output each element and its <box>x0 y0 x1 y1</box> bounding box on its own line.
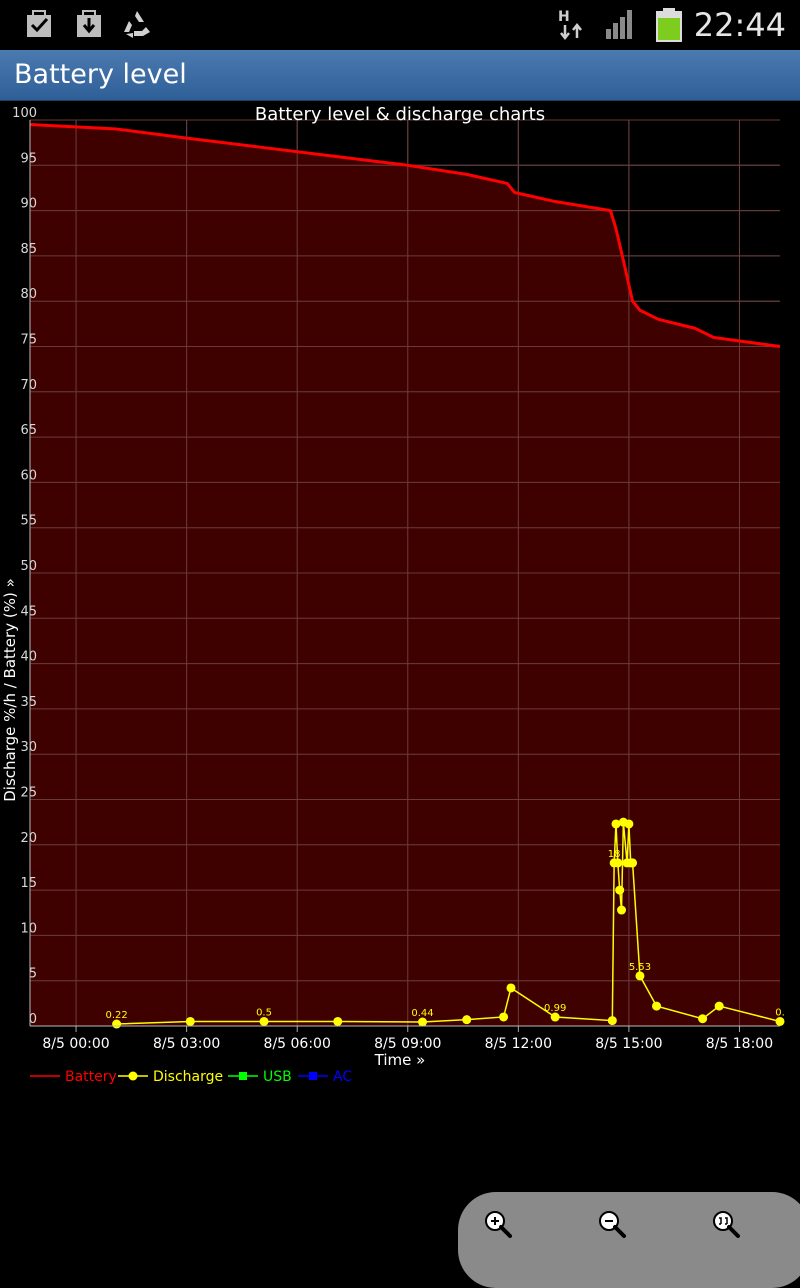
y-tick-label: 65 <box>20 423 37 438</box>
discharge-point <box>499 1012 509 1022</box>
x-axis-label: Time » <box>374 1051 426 1069</box>
battery-icon <box>656 8 682 42</box>
discharge-value-label: 18 <box>608 849 621 860</box>
chart-grid-overlay <box>30 119 780 1027</box>
chart-axes: 0 5 10 15 20 25 30 35 40 45 50 55 60 65 70 75 80 85 90 95 10… <box>12 106 780 1052</box>
battery-chart: 0.22 0.5 0.44 0.99 18 5.53 0. 0 5 10 15 20 25 30 35 40… <box>1 104 785 1085</box>
legend-marker <box>239 1072 247 1080</box>
discharge-point <box>506 983 516 993</box>
legend-label: Discharge <box>153 1069 223 1085</box>
y-tick-label: 95 <box>20 151 37 166</box>
network-h-icon: H <box>558 9 582 41</box>
x-tick-label: 8/5 18:00 <box>706 1036 773 1052</box>
y-tick-label: 10 <box>20 921 37 936</box>
y-tick-label: 60 <box>20 468 37 483</box>
signal-icon <box>606 10 632 39</box>
y-tick-label: 15 <box>20 876 37 891</box>
legend-marker <box>309 1072 317 1080</box>
y-tick-label: 5 <box>29 967 37 982</box>
discharge-point <box>611 819 621 829</box>
y-tick-label: 80 <box>20 287 37 302</box>
discharge-point <box>259 1016 269 1026</box>
discharge-value-label: 0.99 <box>544 1003 566 1014</box>
discharge-point <box>613 858 623 868</box>
y-tick-label: 70 <box>20 378 37 393</box>
zoom-out-icon[interactable] <box>594 1206 630 1242</box>
discharge-point <box>635 971 645 981</box>
task-done-icon <box>27 10 51 37</box>
y-tick-label: 30 <box>20 740 37 755</box>
y-tick-label: 40 <box>20 650 37 665</box>
discharge-value-label: 0.22 <box>105 1010 127 1021</box>
download-icon <box>77 10 101 37</box>
x-tick-label: 8/5 03:00 <box>153 1036 220 1052</box>
legend-label: AC <box>333 1069 352 1085</box>
recycle-icon <box>124 11 150 38</box>
zoom-controls <box>458 1192 800 1288</box>
y-tick-label: 0 <box>29 1012 37 1027</box>
legend-label: Battery <box>65 1069 117 1085</box>
y-tick-label: 25 <box>20 786 37 801</box>
discharge-value-label: 5.53 <box>629 962 651 973</box>
x-tick-label: 8/5 00:00 <box>42 1036 109 1052</box>
y-axis-label: Discharge %/h / Battery (%) » <box>1 578 19 802</box>
discharge-point <box>624 819 634 829</box>
zoom-reset-icon[interactable] <box>708 1206 744 1242</box>
y-tick-label: 20 <box>20 831 37 846</box>
discharge-point <box>462 1015 472 1025</box>
discharge-point <box>333 1016 343 1026</box>
discharge-point <box>698 1014 708 1024</box>
legend-marker <box>128 1071 138 1081</box>
x-tick-label: 8/5 06:00 <box>264 1036 331 1052</box>
discharge-point <box>607 1016 617 1026</box>
discharge-point <box>775 1016 785 1026</box>
discharge-point <box>615 885 625 895</box>
discharge-point <box>652 1001 662 1011</box>
title-bar: Battery level <box>0 50 800 101</box>
discharge-point <box>418 1017 428 1027</box>
discharge-value-label: 0.44 <box>411 1008 433 1019</box>
app-title: Battery level <box>14 59 187 90</box>
y-tick-label: 55 <box>20 514 37 529</box>
y-tick-label: 75 <box>20 333 37 348</box>
discharge-labels: 0.22 0.5 0.44 0.99 18 5.53 0. <box>105 849 784 1021</box>
y-tick-label: 100 <box>12 106 37 121</box>
discharge-point <box>628 858 638 868</box>
x-tick-label: 8/5 15:00 <box>595 1036 662 1052</box>
y-tick-label: 50 <box>20 559 37 574</box>
y-tick-label: 85 <box>20 242 37 257</box>
discharge-point <box>550 1012 560 1022</box>
battery-line <box>29 123 781 348</box>
x-tick-label: 8/5 09:00 <box>374 1036 441 1052</box>
y-tick-label: 90 <box>20 197 37 212</box>
y-tick-label: 35 <box>20 695 37 710</box>
x-tick-label: 8/5 12:00 <box>485 1036 552 1052</box>
battery-area <box>30 124 780 1026</box>
zoom-in-icon[interactable] <box>480 1206 516 1242</box>
discharge-value-label: 0. <box>775 1007 785 1018</box>
legend-label: USB <box>263 1069 292 1085</box>
discharge-point <box>185 1016 195 1026</box>
discharge-value-label: 0.5 <box>256 1007 272 1018</box>
discharge-point <box>714 1001 724 1011</box>
chart-title: Battery level & discharge charts <box>255 104 545 125</box>
status-clock: 22:44 <box>693 6 786 44</box>
chart-legend: Battery Discharge USB AC <box>30 1069 352 1085</box>
network-type-text: H <box>558 9 570 25</box>
status-bar: H 22:44 <box>0 0 800 50</box>
discharge-points <box>112 817 785 1029</box>
y-tick-label: 45 <box>20 604 37 619</box>
discharge-point <box>617 905 627 915</box>
